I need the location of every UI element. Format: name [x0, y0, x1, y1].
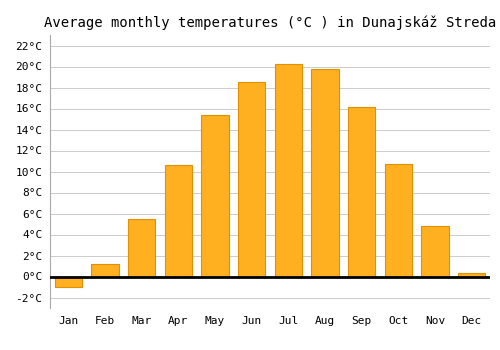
Bar [164, 165, 192, 276]
Bar [274, 64, 302, 276]
Bar [201, 115, 229, 276]
Bar [421, 226, 448, 276]
Bar [91, 264, 119, 276]
Bar [348, 107, 376, 276]
Bar [311, 69, 339, 277]
Title: Average monthly temperatures (°C ) in Dunajskáž Streda: Average monthly temperatures (°C ) in Du… [44, 15, 496, 30]
Bar [128, 219, 156, 276]
Bar [54, 276, 82, 287]
Bar [384, 164, 412, 276]
Bar [238, 82, 266, 276]
Bar [458, 273, 485, 276]
